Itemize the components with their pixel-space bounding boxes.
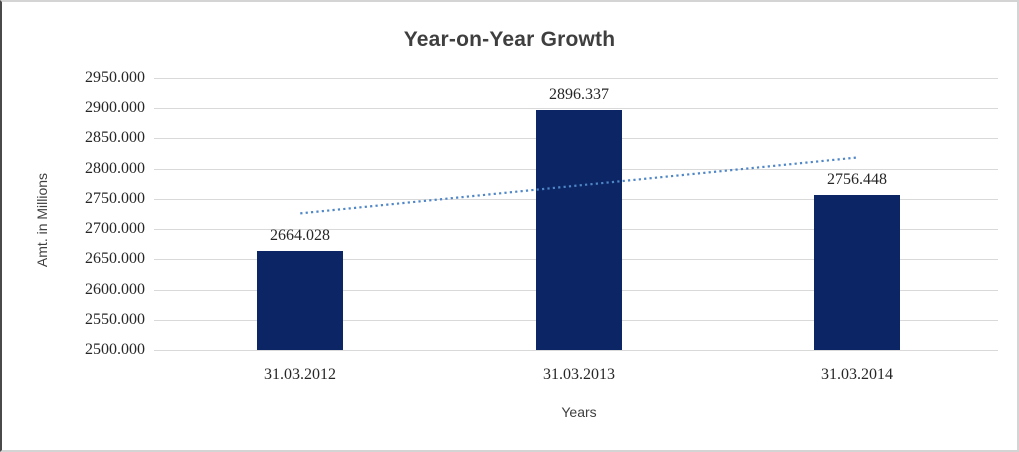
data-label: 2756.448 [827, 171, 887, 188]
y-axis-tick-label: 2650.000 [85, 250, 145, 267]
bar-31.03.2014 [814, 195, 900, 350]
y-axis-tick-label: 2950.000 [85, 69, 145, 86]
y-axis-tick-label: 2700.000 [85, 220, 145, 237]
y-axis-tick-label: 2550.000 [85, 311, 145, 328]
x-axis-title: Years [561, 404, 597, 420]
y-axis-tick-label: 2900.000 [85, 99, 145, 116]
bar-31.03.2013 [536, 110, 622, 350]
bar-31.03.2012 [257, 251, 343, 350]
gridline [154, 108, 998, 109]
chart-title: Year-on-Year Growth [403, 28, 616, 51]
gridline [154, 350, 998, 351]
data-label: 2664.028 [270, 227, 330, 244]
y-axis-tick-label: 2600.000 [85, 281, 145, 298]
y-axis-tick-label: 2850.000 [85, 129, 145, 146]
x-axis-category-label: 31.03.2014 [821, 366, 893, 383]
y-axis-tick-label: 2750.000 [85, 190, 145, 207]
gridline [154, 78, 998, 79]
data-label: 2896.337 [549, 86, 609, 103]
x-axis-category-label: 31.03.2012 [264, 366, 336, 383]
y-axis-tick-label: 2500.000 [85, 341, 145, 358]
x-axis-category-label: 31.03.2013 [543, 366, 615, 383]
y-axis-tick-label: 2800.000 [85, 160, 145, 177]
